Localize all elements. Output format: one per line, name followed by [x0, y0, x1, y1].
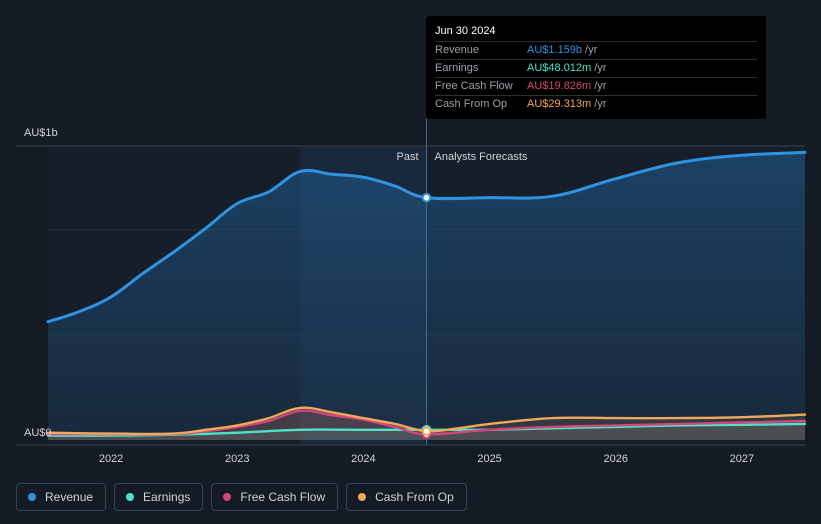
tooltip-value: AU$48.012m [527, 62, 592, 74]
x-axis-ticks: 2022 2023 2024 2025 2026 2027 [99, 453, 754, 465]
tooltip-value: AU$1.159b [527, 44, 583, 56]
legend-label: Cash From Op [375, 490, 454, 504]
tooltip-row: Earnings AU$48.012m/yr [435, 60, 757, 78]
chart: AU$1b AU$0 Past Analysts Forecasts 2022 2… [16, 16, 807, 465]
x-tick-label: 2026 [604, 453, 628, 465]
legend-dot-icon [358, 493, 367, 501]
y-axis-bottom-label: AU$0 [24, 427, 52, 439]
tooltip-unit: /yr [585, 44, 598, 56]
tooltip-label: Free Cash Flow [435, 80, 513, 92]
legend-label: Revenue [45, 490, 94, 504]
cash-from-op-marker [421, 426, 432, 437]
revenue-marker [421, 192, 432, 203]
series-lines [46, 150, 807, 437]
tooltip-rows: Revenue AU$1.159b/yr Earnings AU$48.012m/yr… [435, 42, 757, 113]
tooltip-label: Cash From Op [435, 98, 508, 110]
past-label: Past [396, 151, 418, 163]
legend-item-earnings[interactable]: Earnings [114, 483, 204, 511]
tooltip-value: AU$19.826m [527, 80, 592, 92]
tooltip: Jun 30 2024 Revenue AU$1.159b/yr Earnings A… [426, 16, 766, 119]
tooltip-unit: /yr [594, 98, 607, 110]
legend-item-revenue[interactable]: Revenue [16, 483, 107, 511]
legend-dot-icon [28, 493, 36, 501]
tooltip-row: Revenue AU$1.159b/yr [435, 42, 757, 60]
forecast-label: Analysts Forecasts [435, 151, 528, 163]
tooltip-unit: /yr [594, 80, 607, 92]
x-tick-label: 2025 [477, 453, 501, 465]
legend-label: Earnings [143, 490, 191, 504]
x-tick-label: 2022 [99, 453, 123, 465]
tooltip-date: Jun 30 2024 [435, 24, 757, 42]
x-tick-label: 2024 [351, 453, 375, 465]
legend-item-free-cash-flow[interactable]: Free Cash Flow [211, 483, 339, 511]
tooltip-row: Cash From Op AU$29.313m/yr [435, 96, 757, 113]
tooltip-unit: /yr [594, 62, 607, 74]
y-axis-top-label: AU$1b [24, 127, 58, 139]
cash-from-op-line [46, 406, 807, 436]
x-tick-label: 2027 [730, 453, 754, 465]
legend: Revenue Earnings Free Cash Flow Cash From O… [16, 483, 467, 511]
x-tick-label: 2023 [225, 453, 249, 465]
legend-dot-icon [223, 493, 232, 501]
tooltip-label: Earnings [435, 62, 479, 74]
legend-dot-icon [126, 493, 135, 501]
tooltip-row: Free Cash Flow AU$19.826m/yr [435, 78, 757, 96]
tooltip-label: Revenue [435, 44, 480, 56]
tooltip-value: AU$29.313m [527, 98, 592, 110]
revenue-line [46, 150, 807, 324]
legend-item-cash-from-op[interactable]: Cash From Op [346, 483, 467, 511]
legend-label: Free Cash Flow [240, 490, 326, 504]
hover-markers [421, 192, 432, 439]
